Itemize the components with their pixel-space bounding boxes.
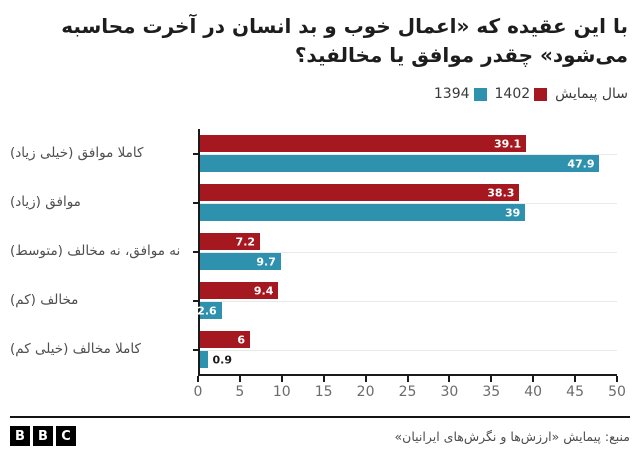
- category-tick: [193, 152, 198, 155]
- chart-row: مخالف (کم) 9.4 2.6: [10, 276, 617, 325]
- category-label: موافق (زیاد): [10, 194, 81, 211]
- legend-item-1394: 1394: [434, 86, 487, 102]
- legend-value-1402: 1402: [494, 86, 531, 102]
- x-tick-label: 5: [235, 384, 245, 400]
- bbc-logo-letter: B: [10, 426, 30, 446]
- x-tick: [280, 376, 283, 382]
- bar-1394: 39: [200, 204, 526, 221]
- bbc-logo: B B C: [10, 426, 76, 446]
- chart-title-line-2: می‌شود» چقدر موافق یا مخالفید؟: [294, 43, 628, 67]
- bar-1402: 39.1: [200, 135, 527, 152]
- gridline: [200, 349, 617, 351]
- x-tick: [616, 376, 618, 382]
- row-plot: 38.3 39: [198, 178, 617, 227]
- bar-value-label: 47.9: [567, 157, 595, 170]
- bar-1402: 38.3: [200, 184, 520, 201]
- legend: سال پیمایش 1402 1394: [434, 86, 628, 102]
- legend-item-1402: 1402: [495, 86, 548, 102]
- x-tick-label: 25: [398, 384, 417, 400]
- bar-1394: 47.9: [200, 155, 600, 172]
- category-label: کاملا مخالف (خیلی کم): [10, 341, 141, 358]
- bar-1402: 7.2: [200, 233, 261, 250]
- bar-value-label: 9.7: [256, 255, 276, 268]
- bar-1402: 9.4: [200, 282, 279, 299]
- bbc-logo-letter: C: [56, 426, 76, 446]
- bar-chart: کاملا موافق (خیلی زیاد) 39.1 47.9 موافق (زی…: [10, 129, 626, 402]
- x-tick: [532, 376, 535, 382]
- x-tick-label: 45: [566, 384, 585, 400]
- x-axis: 0 5 10 15 20 25 30 35 40 45 50: [194, 374, 626, 402]
- category-label: نه موافق، نه مخالف (متوسط): [10, 243, 181, 260]
- category-tick: [193, 299, 198, 302]
- x-tick: [364, 376, 367, 382]
- footer-divider: [10, 416, 630, 418]
- bar-1394: 2.6: [197, 302, 222, 319]
- category-label: مخالف (کم): [10, 292, 79, 309]
- x-tick-label: 10: [272, 384, 291, 400]
- x-tick: [574, 376, 577, 382]
- bar-value-label: 9.4: [253, 284, 274, 297]
- chart-row: نه موافق، نه مخالف (متوسط) 7.2 9.7: [10, 227, 617, 276]
- bar-value-label: 6: [237, 333, 246, 346]
- gridline: [200, 251, 617, 253]
- x-tick-label: 50: [608, 384, 626, 400]
- gridline: [200, 202, 617, 204]
- x-tick: [406, 376, 409, 382]
- legend-value-1394: 1394: [433, 86, 470, 102]
- source-text: منبع: پیمایش «ارزش‌ها و نگرش‌های ایرانیا…: [394, 429, 631, 444]
- bbc-logo-letter: B: [33, 426, 53, 446]
- bar-1394: 0.9: [200, 351, 232, 368]
- legend-label: سال پیمایش: [555, 86, 628, 102]
- row-plot: 6 0.9: [198, 325, 617, 374]
- x-tick-label: 35: [482, 384, 501, 400]
- x-tick: [322, 376, 325, 382]
- x-tick: [490, 376, 493, 382]
- bar-1394: 9.7: [200, 253, 281, 270]
- chart-row: کاملا موافق (خیلی زیاد) 39.1 47.9: [10, 129, 617, 178]
- bar-value-label: 7.2: [235, 235, 256, 248]
- x-tick: [448, 376, 451, 382]
- row-plot: 9.4 2.6: [197, 276, 617, 325]
- row-plot: 7.2 9.7: [198, 227, 617, 276]
- legend-swatch-1402: [534, 87, 548, 101]
- category-tick: [193, 201, 198, 204]
- gridline: [200, 153, 617, 155]
- x-tick-label: 30: [440, 384, 459, 400]
- chart-title: با این عقیده که «اعمال خوب و بد انسان در…: [12, 12, 628, 70]
- x-tick-label: 40: [524, 384, 543, 400]
- bar-1402: 6: [200, 331, 251, 348]
- x-tick: [238, 376, 241, 382]
- bar-value-label: 39: [504, 206, 521, 219]
- chart-row: موافق (زیاد) 38.3 39: [10, 178, 617, 227]
- x-tick-label: 0: [193, 384, 203, 400]
- category-label: کاملا موافق (خیلی زیاد): [10, 145, 144, 162]
- bar-value-label: 38.3: [487, 186, 515, 199]
- category-tick: [193, 250, 198, 253]
- x-tick-label: 20: [356, 384, 375, 400]
- chart-row: کاملا مخالف (خیلی کم) 6 0.9: [10, 325, 617, 374]
- chart-title-line-1: با این عقیده که «اعمال خوب و بد انسان در…: [61, 14, 628, 38]
- row-plot: 39.1 47.9: [198, 129, 617, 178]
- legend-swatch-1394: [473, 87, 487, 101]
- x-tick: [197, 376, 199, 382]
- bar-value-label: 0.9: [212, 353, 233, 366]
- gridline: [200, 300, 617, 302]
- bar-value-label: 2.6: [197, 304, 217, 317]
- x-tick-label: 15: [314, 384, 333, 400]
- chart-rows: کاملا موافق (خیلی زیاد) 39.1 47.9 موافق (زی…: [10, 129, 617, 374]
- category-tick: [193, 348, 198, 351]
- bar-value-label: 39.1: [493, 137, 522, 150]
